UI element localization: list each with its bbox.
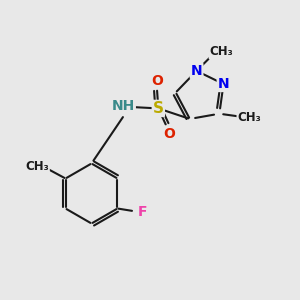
Text: N: N — [191, 64, 203, 78]
Text: F: F — [137, 205, 147, 218]
Text: O: O — [151, 74, 163, 88]
Text: N: N — [218, 77, 229, 91]
Text: CH₃: CH₃ — [210, 46, 233, 59]
Text: O: O — [163, 127, 175, 141]
Text: S: S — [153, 101, 164, 116]
Text: CH₃: CH₃ — [238, 111, 261, 124]
Text: NH: NH — [112, 99, 135, 113]
Text: CH₃: CH₃ — [25, 160, 49, 173]
